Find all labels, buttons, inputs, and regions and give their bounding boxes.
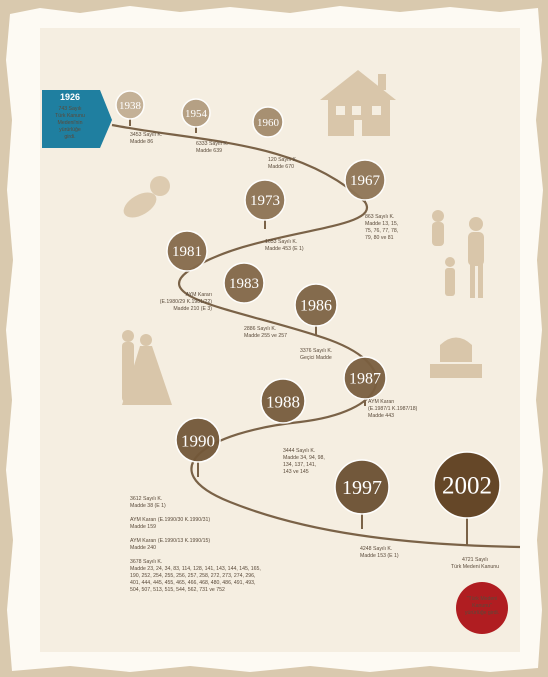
caption-line: (E.1980/29 K.1981/22) [160,299,212,305]
caption-line: 134, 137, 141, [283,462,316,468]
caption-line: Madde 639 [196,148,222,154]
caption-line: 3453 Sayılı K. [130,132,162,138]
year-label: 1987 [349,371,381,388]
caption-line: 6333 Sayılı K. [196,141,228,147]
caption-line: 190, 252, 254, 255, 256, 257, 258, 272, … [130,573,255,579]
caption-line: Madde 159 [130,524,156,530]
caption-line: Madde 255 ve 257 [244,333,287,339]
caption-line: 3376 Sayılı K. [300,348,332,354]
caption-line: Madde 13, 15, [365,221,398,227]
year-label: 1960 [257,117,280,129]
caption-line: 3612 Sayılı K. [130,496,162,502]
year-label: 1938 [119,100,142,112]
year-label: 1967 [350,173,381,189]
caption-line: AYM Kararı (E.1990/13 K.1990/15) [130,538,210,544]
caption-line: 4721 Sayılı [462,557,488,563]
caption-line: Türk Medeni Kanunu [451,564,499,570]
caption-line: Madde 23, 24, 34, 83, 114, 128, 141, 143… [130,566,261,572]
year-label: 1997 [342,477,382,499]
caption-line: girdi. [64,134,75,140]
year-label: 1981 [172,244,202,260]
year-label: 1988 [266,393,300,412]
caption-line: 743 Sayılı [58,106,81,112]
caption-line: Madde 34, 94, 98, [283,455,325,461]
caption-line: (E.1987/1 K.1987/18) [368,406,418,412]
caption-line: 79, 80 ve 81 [365,235,394,241]
caption-line: 3444 Sayılı K. [283,448,315,454]
caption-line: Madde 453 (E 1) [265,246,304,252]
caption-line: 2886 Sayılı K. [244,326,276,332]
caption-line: Madde 670 [268,164,294,170]
caption-line: Kanunu" [472,603,492,609]
page: {"start": {"year": "1926", "lines": ["74… [0,0,548,677]
caption-line: Madde 86 [130,139,153,145]
caption-line: "Türk Medeni [467,596,498,602]
caption-line: yürürlüğe [59,127,81,133]
caption-line: Türk Kanunu [55,113,85,119]
caption-line: 504, 507, 513, 515, 544, 562, 731 ve 752 [130,587,225,593]
caption-line: yürürlüğe girdi. [465,610,499,616]
caption-line: 1653 Sayılı K. [265,239,297,245]
caption-line: Madde 240 [130,545,156,551]
caption-line: Madde 210 (E 3) [173,306,212,312]
caption-line: AYM Kararı (E.1990/30 K.1990/31) [130,517,210,523]
caption-line: 143 ve 145 [283,469,309,475]
caption-line: AYM Kararı [186,292,212,298]
caption-line: 401, 444, 445, 455, 465, 466, 468, 480, … [130,580,255,586]
caption-line: Madde 38 (E 1) [130,503,166,509]
year-label: 1954 [185,108,208,120]
infographic: 1926743 SayılıTürk KanunuMedeni'ninyürür… [0,0,548,677]
year-label: 1973 [250,193,280,209]
year-label: 1986 [300,298,332,315]
caption-line: Medeni'nin [58,120,83,126]
caption-line: 3678 Sayılı K. [130,559,162,565]
caption-line: 75, 76, 77, 78, [365,228,398,234]
caption-line: Madde 153 (E 1) [360,553,399,559]
caption-line: 863 Sayılı K. [365,214,394,220]
caption-line: 120 Sayılı K. [268,157,297,163]
year-label: 2002 [442,473,492,500]
caption-line: 4248 Sayılı K. [360,546,392,552]
caption-line: AYM Kararı [368,399,394,405]
year-label: 1983 [229,276,259,292]
caption-line: Geçici Madde [300,355,332,361]
start-year: 1926 [60,92,80,102]
year-label: 1990 [181,432,215,451]
caption-line: Madde 443 [368,413,394,419]
